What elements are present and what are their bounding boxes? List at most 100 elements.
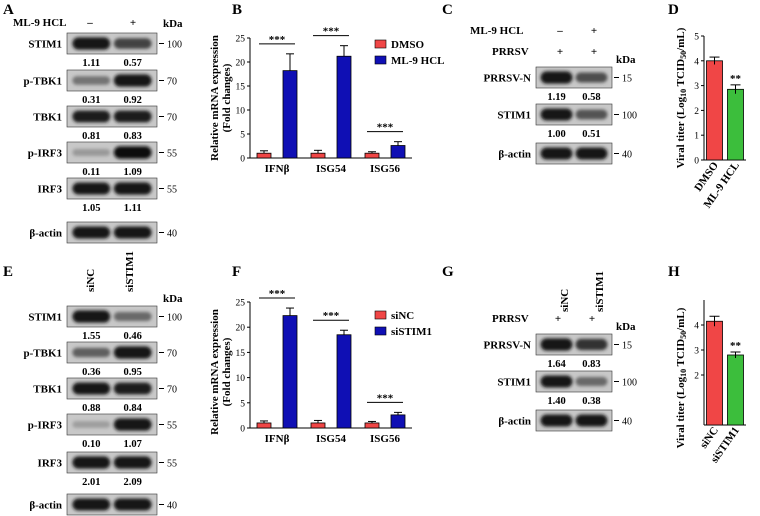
band-quantification: 1.09 xyxy=(124,167,142,178)
bar xyxy=(282,70,298,159)
marker-size-label: 55 xyxy=(167,459,177,470)
marker-size-label: 70 xyxy=(167,349,177,360)
protein-band xyxy=(540,108,573,121)
protein-band xyxy=(72,456,111,469)
kda-label: kDa xyxy=(163,18,183,30)
marker-size-label: 40 xyxy=(622,417,632,428)
band-quantification: 1.64 xyxy=(547,359,566,370)
y-tick-label: 3 xyxy=(694,82,699,92)
x-tick-label: ISG54 xyxy=(316,433,346,445)
legend-swatch xyxy=(374,39,387,49)
x-tick-label: ISG56 xyxy=(370,163,400,175)
marker-size-label: 40 xyxy=(622,150,632,161)
protein-band xyxy=(72,382,111,395)
panel-b-bar-chart: Relative mRNA expression (Fold changes) … xyxy=(209,26,444,175)
protein-band xyxy=(540,375,573,388)
y-tick-label: 15 xyxy=(236,349,246,359)
y-tick-label: 0 xyxy=(240,155,245,165)
protein-band xyxy=(113,382,152,395)
band-quantification: 1.55 xyxy=(82,331,100,342)
band-quantification: 1.05 xyxy=(82,203,100,214)
condition-mark: + xyxy=(130,17,136,29)
marker-size-label: 100 xyxy=(622,378,637,389)
bar xyxy=(256,152,272,159)
marker-size-label: 100 xyxy=(167,313,182,324)
y-axis-label-unit: (Fold changes) xyxy=(221,337,233,406)
significance-stars: ** xyxy=(730,73,742,85)
marker-size-label: 55 xyxy=(167,421,177,432)
protein-band xyxy=(575,414,608,427)
bar xyxy=(336,334,352,429)
band-quantification: 1.07 xyxy=(124,439,142,450)
condition-label: siNC xyxy=(85,269,97,292)
y-tick-label: 0 xyxy=(240,425,245,435)
protein-band xyxy=(72,310,111,323)
condition-label: siNC xyxy=(559,289,571,312)
x-tick-label: IFNβ xyxy=(265,163,290,175)
protein-band xyxy=(72,347,111,358)
protein-band xyxy=(540,147,573,160)
marker-size-label: 40 xyxy=(167,501,177,512)
bar xyxy=(282,315,298,429)
protein-band xyxy=(72,110,111,123)
panel-label-h: H xyxy=(668,264,680,280)
blot-protein-label: TBK1 xyxy=(33,112,62,124)
protein-band xyxy=(113,312,152,321)
blot-protein-label: p-TBK1 xyxy=(23,348,62,360)
band-quantification: 1.19 xyxy=(547,92,565,103)
band-quantification: 0.58 xyxy=(582,92,600,103)
infection-mark: + xyxy=(555,313,561,325)
kda-label: kDa xyxy=(163,293,183,305)
y-tick-label: 15 xyxy=(236,83,246,93)
condition-mark: – xyxy=(86,17,93,29)
significance-stars: ** xyxy=(730,340,742,352)
legend-swatch xyxy=(374,55,387,65)
protein-band xyxy=(113,418,152,431)
protein-band xyxy=(72,182,111,195)
y-axis-label: Viral titer (Log10 TCID50/mL) xyxy=(675,27,688,168)
blot-protein-label: STIM1 xyxy=(497,377,531,389)
significance-stars: *** xyxy=(269,34,286,46)
y-tick-label: 5 xyxy=(240,131,245,141)
y-tick-label: 20 xyxy=(236,59,246,69)
protein-band xyxy=(575,72,608,83)
bar xyxy=(727,354,744,426)
protein-band xyxy=(575,147,608,160)
bar xyxy=(310,152,326,159)
y-tick-label: 2 xyxy=(694,107,699,117)
band-quantification: 0.81 xyxy=(82,131,100,142)
band-quantification: 0.46 xyxy=(124,331,142,342)
protein-band xyxy=(540,338,573,351)
bar xyxy=(364,422,380,429)
x-tick-label: IFNβ xyxy=(265,433,290,445)
band-quantification: 0.83 xyxy=(124,131,142,142)
treatment-label: ML-9 HCL xyxy=(13,17,66,29)
infection-mark: + xyxy=(589,313,595,325)
infection-mark: + xyxy=(557,46,563,58)
y-tick-label: 5 xyxy=(694,33,699,43)
bar xyxy=(336,55,352,159)
condition-label: siSTIM1 xyxy=(124,251,136,292)
band-quantification: 0.11 xyxy=(82,167,100,178)
x-tick-label: ISG54 xyxy=(316,163,346,175)
blot-protein-label: β-actin xyxy=(29,228,62,240)
significance-stars: *** xyxy=(323,26,340,38)
marker-size-label: 70 xyxy=(167,113,177,124)
y-tick-label: 1 xyxy=(694,132,699,142)
bar xyxy=(706,320,723,426)
protein-band xyxy=(113,74,152,87)
band-quantification: 0.84 xyxy=(124,403,143,414)
band-quantification: 0.10 xyxy=(82,439,100,450)
kda-label: kDa xyxy=(616,54,636,66)
protein-band xyxy=(575,377,608,386)
protein-band xyxy=(72,37,111,50)
infection-label: PRRSV xyxy=(492,313,529,325)
blot-protein-label: PRRSV-N xyxy=(484,73,532,85)
y-tick-label: 0 xyxy=(694,157,699,167)
bar xyxy=(310,422,326,429)
protein-band xyxy=(113,226,152,239)
panel-f-bar-chart: Relative mRNA expression (Fold changes) … xyxy=(209,288,432,445)
panel-label-c: C xyxy=(442,2,453,18)
panel-h-bar-chart: Viral titer (Log10 TCID50/mL) 234siNC**s… xyxy=(675,300,746,465)
band-quantification: 0.92 xyxy=(124,95,142,106)
